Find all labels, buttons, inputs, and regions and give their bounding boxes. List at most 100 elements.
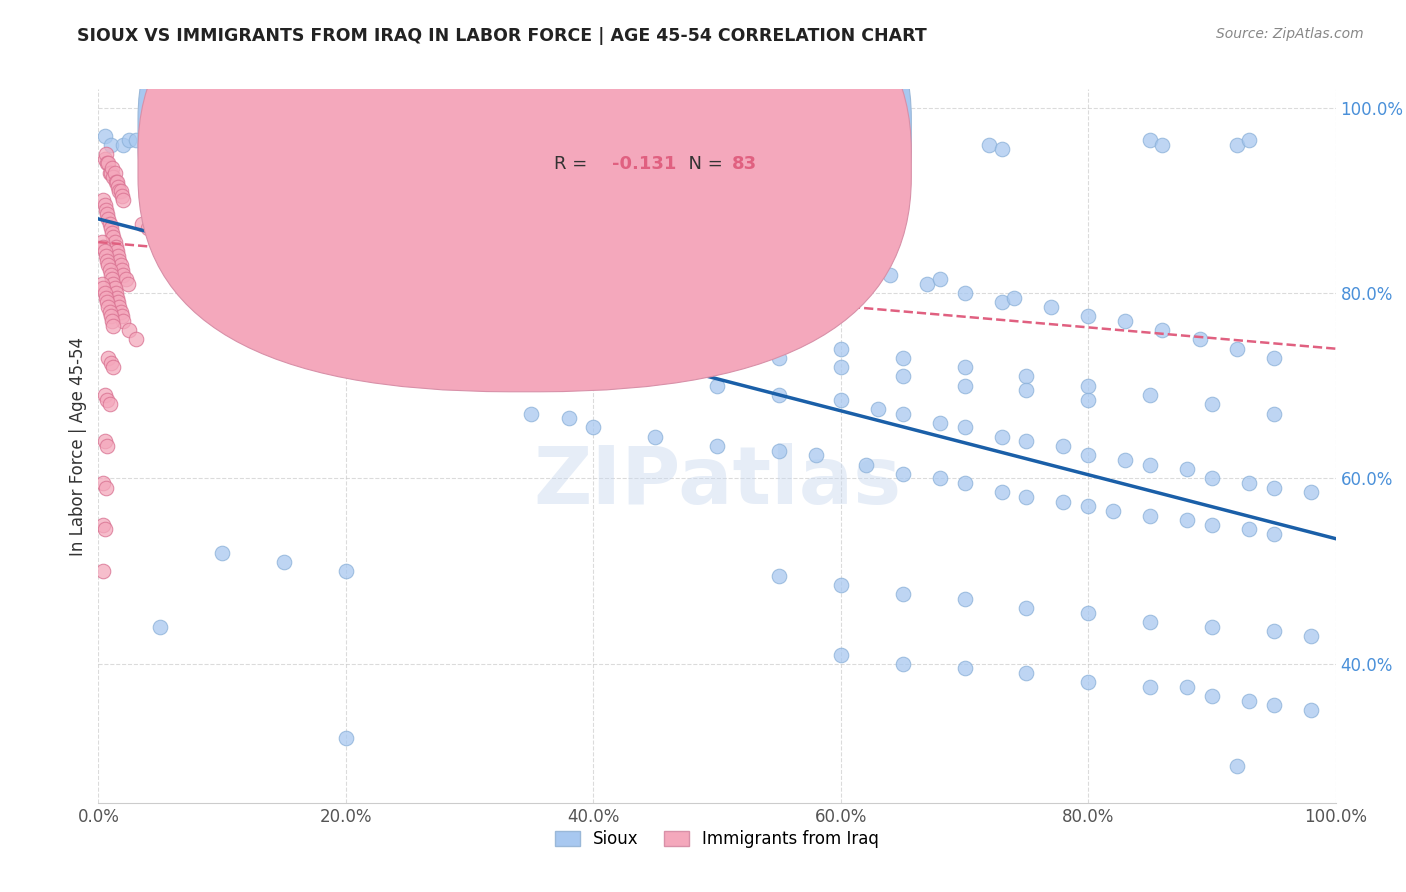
Point	[93, 152, 115, 166]
Text: ZIPatlas: ZIPatlas	[533, 442, 901, 521]
Point	[1201, 517, 1223, 532]
Point	[96, 295, 118, 310]
Point	[193, 253, 215, 268]
Point	[891, 369, 914, 384]
Point	[247, 230, 270, 244]
Point	[891, 407, 914, 421]
Point	[149, 620, 172, 634]
Point	[1226, 758, 1249, 772]
Point	[111, 310, 134, 324]
Point	[891, 351, 914, 365]
Point	[93, 286, 115, 301]
Point	[162, 133, 184, 147]
Point	[768, 388, 790, 402]
Point	[107, 249, 129, 263]
Point	[103, 166, 125, 180]
Point	[1015, 434, 1038, 449]
Point	[644, 369, 666, 384]
Point	[855, 458, 877, 472]
Point	[830, 648, 852, 662]
Point	[768, 351, 790, 365]
Point	[1237, 133, 1260, 147]
Point	[458, 143, 481, 157]
Point	[114, 272, 136, 286]
Point	[96, 439, 118, 453]
Point	[174, 221, 197, 235]
Point	[879, 268, 901, 282]
Point	[93, 244, 115, 259]
Point	[731, 143, 754, 157]
Point	[866, 137, 889, 152]
Point	[93, 388, 115, 402]
Point	[607, 310, 630, 324]
Point	[101, 272, 124, 286]
Point	[100, 166, 122, 180]
Point	[780, 249, 803, 263]
Point	[644, 333, 666, 347]
Point	[112, 194, 135, 208]
Point	[94, 481, 117, 495]
Point	[94, 249, 117, 263]
Point	[1175, 462, 1198, 476]
Text: R =: R =	[554, 123, 593, 141]
Point	[211, 263, 233, 277]
Text: 83: 83	[733, 155, 756, 173]
Point	[396, 143, 419, 157]
Point	[1263, 407, 1285, 421]
Point	[108, 300, 131, 314]
Point	[582, 217, 605, 231]
Point	[91, 235, 114, 249]
Point	[1299, 485, 1322, 500]
Point	[322, 188, 344, 202]
Point	[1015, 369, 1038, 384]
Point	[1077, 310, 1099, 324]
Point	[917, 277, 939, 291]
Point	[94, 202, 117, 217]
Point	[433, 286, 456, 301]
Point	[105, 291, 128, 305]
Point	[107, 295, 129, 310]
Point	[93, 198, 115, 212]
Point	[93, 240, 115, 254]
Point	[582, 420, 605, 434]
Point	[706, 137, 728, 152]
Point	[162, 235, 184, 249]
Point	[1263, 527, 1285, 541]
Point	[1139, 388, 1161, 402]
Point	[260, 143, 283, 157]
Point	[1077, 448, 1099, 462]
Point	[93, 194, 115, 208]
Point	[706, 439, 728, 453]
Point	[396, 295, 419, 310]
Point	[953, 378, 976, 392]
Point	[546, 300, 568, 314]
Point	[335, 263, 357, 277]
Point	[285, 249, 308, 263]
Point	[97, 211, 120, 226]
Point	[110, 258, 132, 272]
Point	[322, 137, 344, 152]
Point	[979, 137, 1001, 152]
Point	[1175, 513, 1198, 527]
Point	[619, 221, 641, 235]
Point	[371, 188, 394, 202]
Point	[1237, 694, 1260, 708]
Point	[105, 244, 128, 259]
Point	[98, 304, 121, 318]
Point	[97, 156, 120, 170]
Point	[990, 485, 1012, 500]
Text: SIOUX VS IMMIGRANTS FROM IRAQ IN LABOR FORCE | AGE 45-54 CORRELATION CHART: SIOUX VS IMMIGRANTS FROM IRAQ IN LABOR F…	[77, 27, 927, 45]
Point	[118, 323, 141, 337]
Point	[236, 235, 259, 249]
Point	[100, 355, 122, 369]
Point	[546, 351, 568, 365]
Point	[990, 295, 1012, 310]
Point	[98, 217, 121, 231]
Point	[162, 133, 184, 147]
Point	[198, 258, 221, 272]
Point	[1152, 323, 1174, 337]
Point	[422, 198, 444, 212]
Point	[495, 295, 517, 310]
Point	[118, 133, 141, 147]
Point	[96, 253, 118, 268]
